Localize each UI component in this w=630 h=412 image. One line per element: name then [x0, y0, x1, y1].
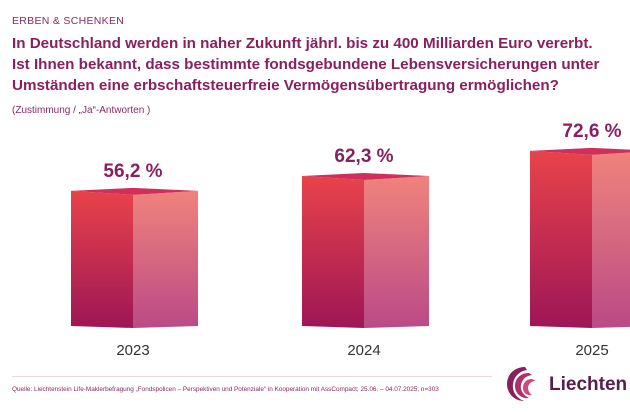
source-note: Quelle: Liechtenstein Life-Maklerbefragu… — [12, 386, 439, 393]
bar-2023-top — [71, 187, 198, 195]
headline-line-1: In Deutschland werden in naher Zukunft j… — [12, 35, 593, 52]
category-kicker: ERBEN & SCHENKEN — [12, 15, 125, 27]
bar-2024-side — [364, 175, 429, 328]
data-label-2025: 72,6 % — [562, 121, 621, 142]
footer-divider — [12, 376, 492, 377]
chart-headline: In Deutschland werden in naher Zukunft j… — [12, 33, 627, 96]
bar-2024-front — [302, 175, 364, 328]
brand-logo: Liechten — [505, 360, 630, 412]
x-tick-label-2023: 2023 — [116, 342, 149, 359]
bar-2025-front — [530, 150, 592, 328]
bar-2025-side — [592, 152, 630, 328]
data-label-2024: 62,3 % — [334, 146, 393, 167]
x-tick-label-2024: 2024 — [347, 342, 380, 359]
headline-line-3: Umständen eine erbschaftsteuerfreie Verm… — [12, 77, 559, 94]
bar-2024-top — [302, 172, 429, 180]
chart-subtitle: (Zustimmung / „Ja“-Antworten ) — [12, 105, 151, 116]
headline-line-2: Ist Ihnen bekannt, dass bestimmte fondsg… — [12, 56, 600, 73]
bar-2025-top — [530, 147, 630, 155]
x-tick-label-2025: 2025 — [575, 342, 608, 359]
bar-2023-side — [133, 190, 198, 328]
data-label-2023: 56,2 % — [103, 161, 162, 182]
bar-2023-front — [71, 190, 133, 328]
liechtenstein-life-swirl-icon — [507, 367, 536, 401]
brand-name: Liechten — [549, 374, 628, 395]
bar-chart: 56,2 % 2023 62,3 % 2024 72,6 % 2025 — [71, 121, 630, 359]
